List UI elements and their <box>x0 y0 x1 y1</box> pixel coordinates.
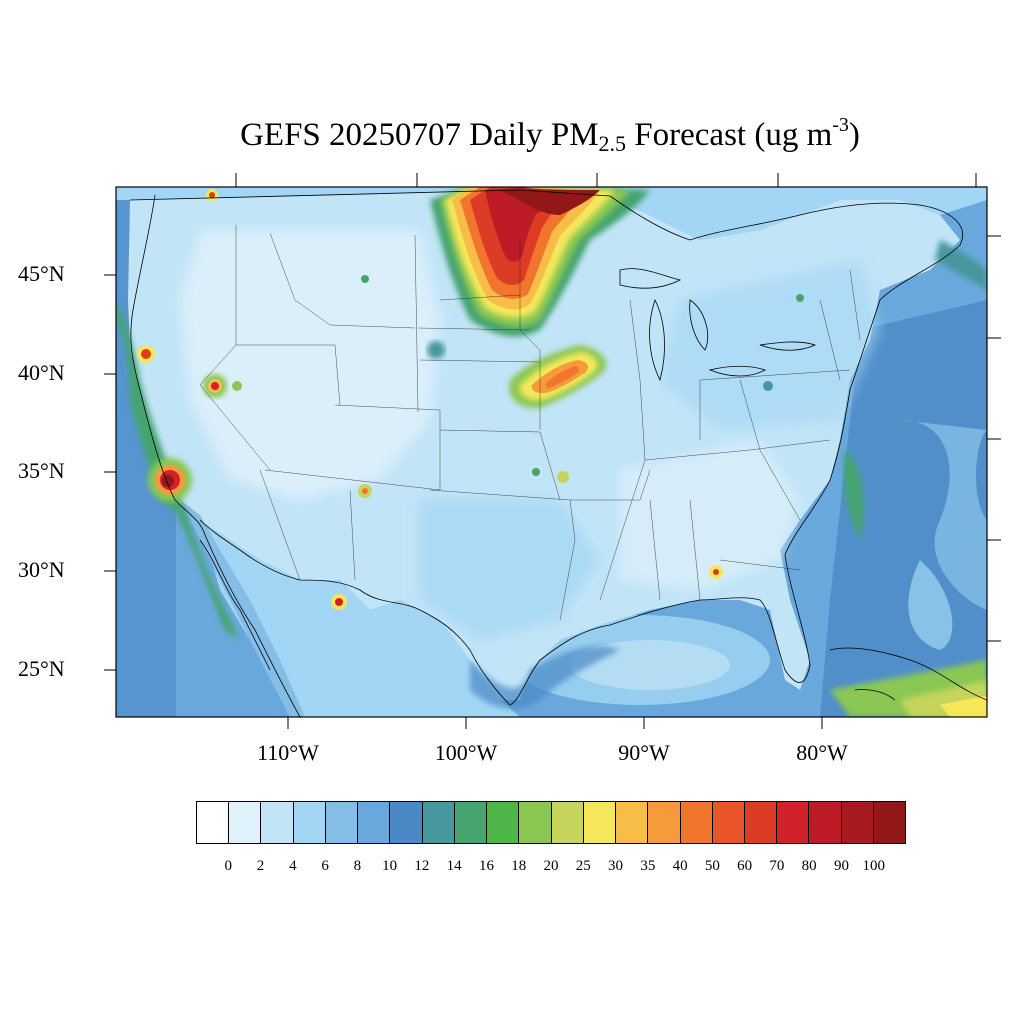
colorbar-label: 100 <box>862 858 885 874</box>
colorbar-swatch <box>454 802 488 843</box>
colorbar-swatch <box>293 802 326 843</box>
colorbar-swatch <box>487 802 520 843</box>
lat-label-35n: 35°N <box>18 458 65 483</box>
colorbar-label: 2 <box>256 858 265 874</box>
lat-label-45n: 45°N <box>18 261 65 286</box>
colorbar-swatch <box>197 802 230 843</box>
colorbar-label: 14 <box>446 858 462 874</box>
colorbar-label: 16 <box>478 858 494 874</box>
map-title: GEFS 20250707 Daily PM2.5 Forecast (ug m… <box>240 114 860 156</box>
colorbar <box>196 801 906 844</box>
colorbar-label: 80 <box>801 858 817 874</box>
lon-label-110w: 110°W <box>257 740 319 765</box>
colorbar-swatch <box>712 802 745 843</box>
map-area <box>116 187 987 717</box>
lat-label-25n: 25°N <box>18 656 65 681</box>
colorbar-label: 0 <box>224 858 233 874</box>
colorbar-label: 50 <box>704 858 720 874</box>
colorbar-swatch <box>519 802 552 843</box>
colorbar-label: 10 <box>382 858 398 874</box>
smoke-plume <box>430 187 650 409</box>
colorbar-label: 12 <box>414 858 430 874</box>
colorbar-swatch <box>229 802 262 843</box>
colorbar-swatch <box>809 802 842 843</box>
colorbar-label: 90 <box>833 858 849 874</box>
colorbar-swatch <box>551 802 584 843</box>
colorbar-label: 20 <box>543 858 559 874</box>
colorbar-label: 70 <box>769 858 785 874</box>
state-borders <box>199 225 861 621</box>
colorbar-swatch <box>583 802 617 843</box>
colorbar-label: 60 <box>737 858 753 874</box>
colorbar-label: 25 <box>575 858 591 874</box>
colorbar-label: 35 <box>640 858 656 874</box>
colorbar-label: 40 <box>672 858 688 874</box>
lat-label-30n: 30°N <box>18 557 65 582</box>
colorbar-swatch <box>422 802 455 843</box>
colorbar-label: 8 <box>353 858 362 874</box>
colorbar-swatch <box>261 802 294 843</box>
colorbar-swatch <box>616 802 649 843</box>
colorbar-swatch <box>777 802 810 843</box>
lon-label-80w: 80°W <box>796 740 848 765</box>
colorbar-label: 18 <box>511 858 527 874</box>
hotspots <box>137 189 804 610</box>
lon-label-100w: 100°W <box>434 740 498 765</box>
colorbar-swatch <box>325 802 359 843</box>
colorbar-label: 6 <box>321 858 329 874</box>
colorbar-swatch <box>390 802 423 843</box>
colorbar-label: 30 <box>608 858 624 874</box>
colorbar-swatch <box>648 802 681 843</box>
colorbar-swatch <box>873 802 906 843</box>
lat-label-40n: 40°N <box>18 360 65 385</box>
colorbar-swatch <box>680 802 713 843</box>
colorbar-label: 4 <box>289 858 297 874</box>
tick-marks <box>104 173 1001 729</box>
lon-label-90w: 90°W <box>618 740 670 765</box>
colorbar-swatch <box>358 802 391 843</box>
colorbar-swatch <box>744 802 778 843</box>
colorbar-swatch <box>841 802 874 843</box>
